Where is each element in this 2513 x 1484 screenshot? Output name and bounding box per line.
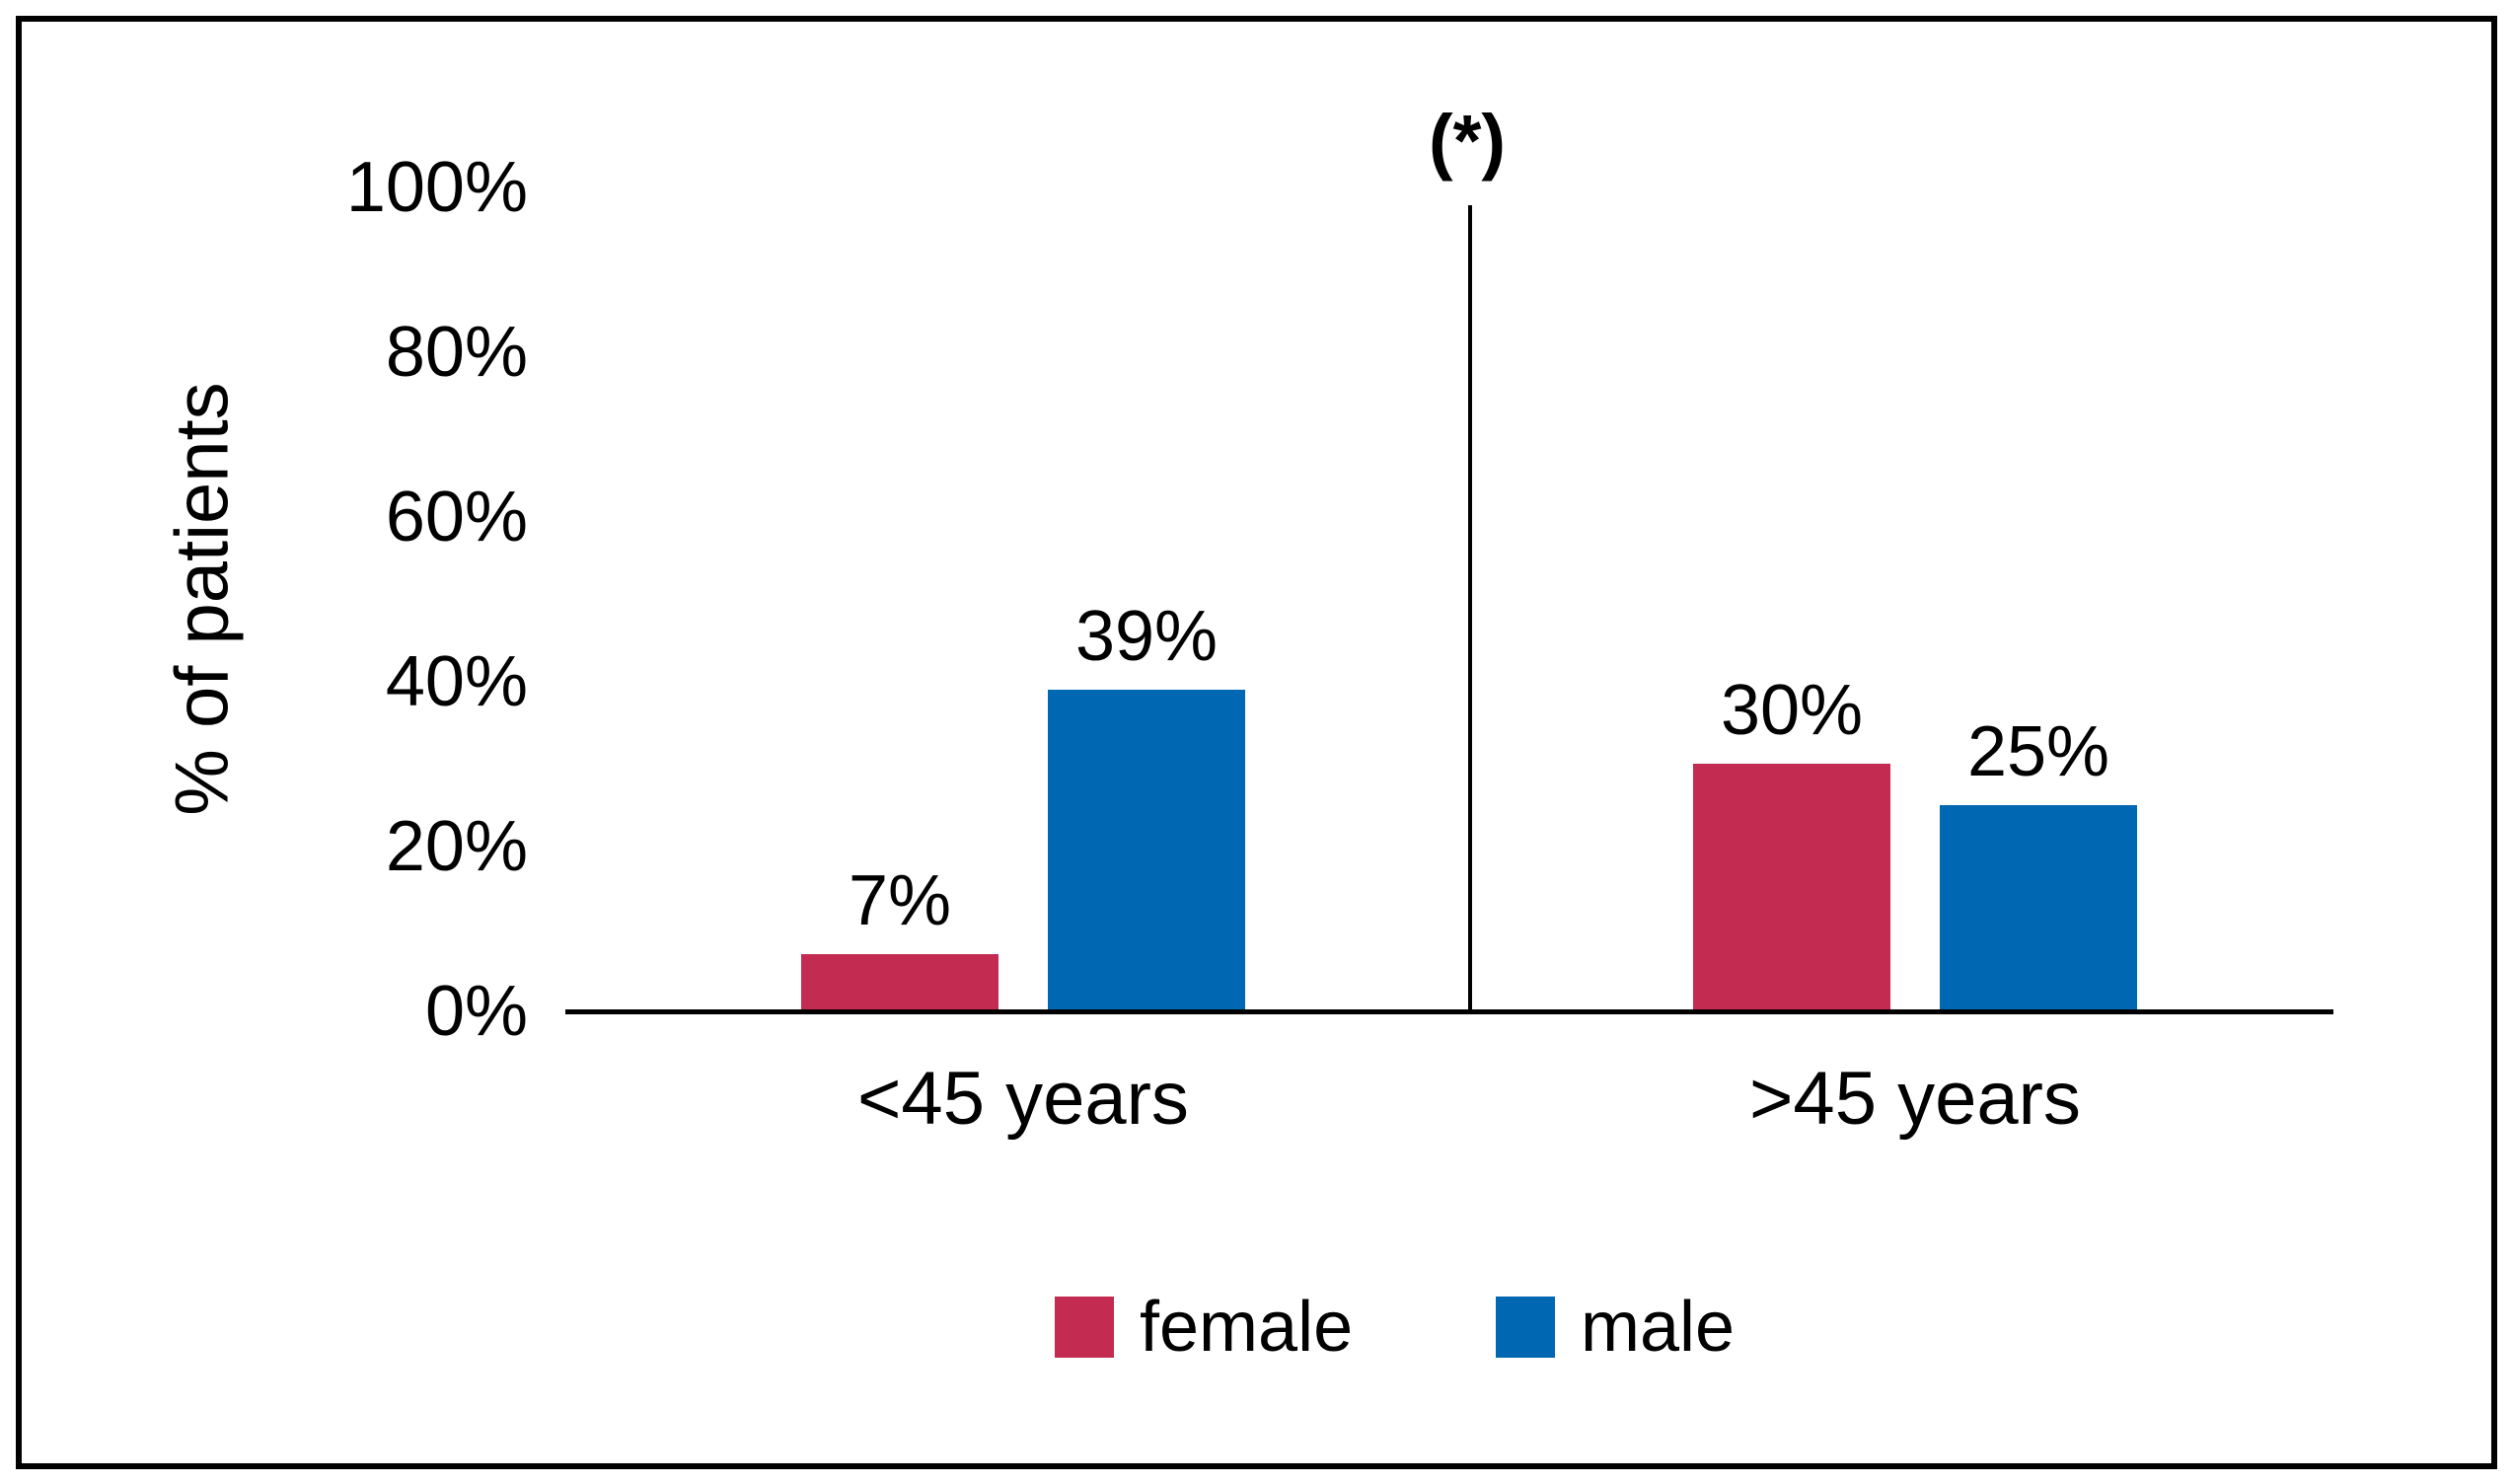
y-tick-label: 40% bbox=[385, 642, 528, 721]
bar-male bbox=[1048, 690, 1245, 1011]
bar-value-label: 30% bbox=[1720, 671, 1864, 750]
legend-label: female bbox=[1140, 1288, 1354, 1367]
y-tick-label: 80% bbox=[385, 313, 528, 392]
y-tick-label: 60% bbox=[385, 478, 528, 556]
y-tick-label: 20% bbox=[385, 807, 528, 886]
x-axis-line bbox=[565, 1009, 2333, 1014]
bar-female bbox=[801, 954, 998, 1011]
bar-female bbox=[1693, 764, 1890, 1011]
bar-male bbox=[1940, 805, 2137, 1011]
significance-annotation: (*) bbox=[1428, 100, 1507, 182]
category-label: >45 years bbox=[1749, 1057, 2081, 1141]
legend-swatch-icon bbox=[1496, 1297, 1555, 1358]
legend-item-female: female bbox=[1055, 1288, 1354, 1367]
bar-value-label: 7% bbox=[848, 861, 952, 940]
legend-swatch-icon bbox=[1055, 1297, 1114, 1358]
figure-border bbox=[16, 16, 2497, 1469]
y-axis-title: % of patients bbox=[160, 382, 245, 816]
category-label: <45 years bbox=[857, 1057, 1189, 1141]
y-tick-label: 100% bbox=[345, 148, 528, 227]
group-separator-line bbox=[1468, 205, 1472, 1011]
legend-item-male: male bbox=[1496, 1288, 1736, 1367]
legend-label: male bbox=[1581, 1288, 1736, 1367]
bar-value-label: 39% bbox=[1074, 597, 1219, 676]
bar-value-label: 25% bbox=[1966, 712, 2110, 791]
y-tick-label: 0% bbox=[424, 972, 528, 1051]
